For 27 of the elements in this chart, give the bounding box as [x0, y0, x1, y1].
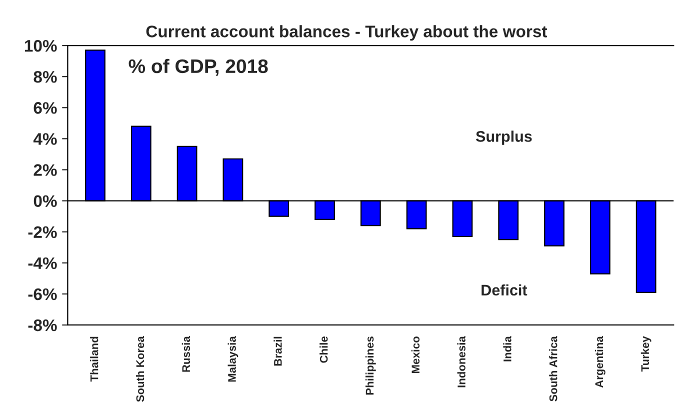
annotation: % of GDP, 2018: [128, 58, 268, 76]
x-tick-label: Indonesia: [457, 336, 466, 388]
y-tick-label: 0%: [34, 195, 57, 207]
x-tick-label: Brazil: [274, 336, 282, 366]
y-tick-label: 10%: [24, 40, 57, 52]
x-tick-label: Turkey: [640, 336, 652, 372]
x-tick-label: South Africa: [549, 336, 558, 402]
y-tick-label: 8%: [34, 70, 57, 83]
x-tick-label: Philippines: [365, 336, 376, 395]
x-tick-label: Chile: [320, 336, 328, 363]
y-tick-label: 6%: [34, 102, 57, 114]
y-tick-label: -8%: [28, 319, 57, 332]
y-tick-label: 2%: [34, 164, 57, 176]
chart-title: Current account balances - Turkey about the worst: [146, 25, 548, 41]
x-tick-label: Mexico: [411, 336, 420, 374]
x-tick-label: Russia: [182, 336, 190, 372]
x-tick-label: Malaysia: [228, 336, 238, 382]
annotation: Surplus: [476, 130, 532, 145]
x-tick-label: India: [503, 336, 512, 362]
x-tick-label: South Korea: [136, 336, 144, 402]
y-tick-label: 4%: [33, 133, 57, 145]
x-tick-label: Argentina: [594, 336, 606, 388]
y-tick-label: -6%: [28, 288, 57, 300]
y-tick-label: -4%: [28, 257, 57, 270]
y-tick-label: -2%: [28, 226, 57, 238]
annotation: Deficit: [482, 284, 528, 296]
x-tick-label: Thailand: [90, 336, 98, 382]
